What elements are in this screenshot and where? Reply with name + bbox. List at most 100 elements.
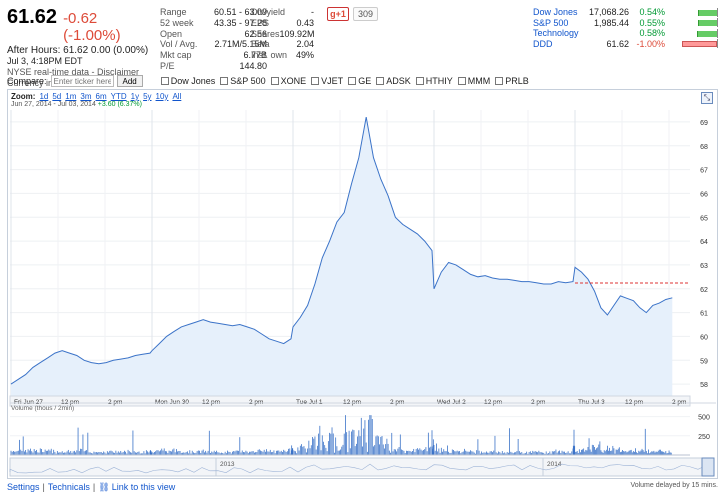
price-line[interactable]	[10, 117, 673, 385]
index-name[interactable]: S&P 500	[533, 17, 569, 28]
stat-key: Vol / Avg.	[160, 39, 198, 50]
expand-icon[interactable]: ⤡	[701, 92, 713, 104]
y-tick-label: 69	[700, 120, 708, 127]
quote-date: Jul 3, 4:18PM EDT	[7, 56, 83, 66]
stat-value: 49%	[295, 50, 314, 61]
settings-link[interactable]: Settings	[7, 482, 40, 492]
x-axis-band	[9, 395, 691, 407]
y-tick-label: 62	[700, 287, 708, 294]
stat-value: 2.71M/5.15M	[214, 39, 267, 50]
index-bar-fill	[696, 30, 717, 37]
compare-option[interactable]: Dow Jones	[160, 76, 216, 86]
compare-option-label: GE	[358, 76, 372, 86]
stat-row: Inst. own 49%	[251, 50, 314, 61]
compare-checkbox[interactable]	[495, 77, 504, 85]
last-price: 61.62	[7, 6, 58, 28]
index-change: -1.00%	[636, 38, 665, 49]
compare-checkbox[interactable]	[220, 77, 229, 85]
delay-note: Volume delayed by 15 mins.	[630, 482, 718, 489]
stat-row: P/E 144.80	[160, 61, 267, 72]
zoom-option-1d[interactable]: 1d	[39, 92, 49, 101]
zoom-option-1y[interactable]: 1y	[130, 92, 140, 101]
zoom-option-6m[interactable]: 6m	[95, 92, 107, 101]
zoom-option-5d[interactable]: 5d	[52, 92, 62, 101]
index-change: 0.55%	[639, 17, 665, 28]
index-row: S&P 500 1,985.44 0.55%	[533, 18, 718, 29]
stat-value: 2.04	[296, 39, 314, 50]
stat-row: Mkt cap 6.77B	[160, 50, 267, 61]
gplus-widget: g+1 309	[327, 7, 379, 21]
stat-key: Inst. own	[251, 50, 288, 61]
y-tick-label: 66	[700, 191, 708, 198]
stat-value: 60.51 - 63.09	[213, 7, 267, 17]
y-tick-label: 64	[700, 239, 708, 246]
stat-value: 109.92M	[279, 28, 315, 39]
compare-checkbox[interactable]	[415, 77, 424, 85]
stat-row: EPS 0.43	[251, 18, 314, 29]
index-change-bar	[667, 18, 718, 28]
navigator-line	[9, 463, 707, 474]
zoom-option-ytd[interactable]: YTD	[110, 92, 127, 101]
compare-option-label: XONE	[280, 76, 307, 86]
compare-checkbox[interactable]	[457, 77, 466, 85]
compare-list: Dow Jones S&P 500 XONE VJET GE ADSK HTHIY MMM PR…	[160, 76, 529, 86]
add-ticker-button[interactable]: Add	[116, 75, 143, 87]
technicals-link[interactable]: Technicals	[47, 482, 90, 492]
compare-option-label: Dow Jones	[170, 76, 216, 86]
zoom-option-10y[interactable]: 10y	[155, 92, 169, 101]
stat-value: 62.56	[244, 28, 267, 39]
index-name[interactable]: Dow Jones	[533, 7, 578, 17]
index-bar-fill	[698, 9, 717, 16]
y-tick-label: 65	[700, 215, 708, 222]
index-name[interactable]: DDD	[533, 38, 553, 49]
compare-option[interactable]: XONE	[270, 76, 307, 86]
compare-option[interactable]: VJET	[311, 76, 343, 86]
index-name[interactable]: Technology	[533, 28, 579, 38]
compare-label: Compare:	[7, 76, 47, 86]
zoom-option-1m[interactable]: 1m	[65, 92, 77, 101]
stat-value: 43.35 - 97.28	[213, 17, 267, 28]
link-to-view[interactable]: Link to this view	[111, 482, 176, 492]
zoom-option-all[interactable]: All	[172, 92, 182, 101]
compare-option[interactable]: GE	[348, 76, 371, 86]
compare-option[interactable]: S&P 500	[220, 76, 266, 86]
year-label: 2014	[547, 461, 562, 468]
year-label: 2013	[220, 461, 235, 468]
currency-label: Currency in USD	[7, 78, 75, 88]
index-row: DDD 61.62 -1.00%	[533, 39, 718, 50]
gplus-button[interactable]: g+1	[327, 7, 349, 21]
compare-checkbox[interactable]	[311, 77, 320, 85]
compare-option[interactable]: MMM	[457, 76, 490, 86]
chart-canvas[interactable]: 585960616263646566676869Fri Jun 2712 pm2…	[8, 90, 717, 478]
y-tick-label: 61	[700, 311, 708, 318]
volume-tick-label: 250	[698, 434, 710, 441]
footer-separator: |	[42, 482, 45, 492]
gplus-count: 309	[353, 7, 379, 21]
navigator-handle[interactable]	[701, 457, 715, 477]
compare-option[interactable]: HTHIY	[415, 76, 453, 86]
stat-value: -	[311, 7, 314, 17]
stat-key: Shares	[251, 28, 280, 39]
stat-row: Range 60.51 - 63.09	[160, 7, 267, 18]
compare-checkbox[interactable]	[348, 77, 357, 85]
stat-key: P/E	[160, 60, 175, 71]
compare-option[interactable]: PRLB	[495, 76, 529, 86]
stat-key: Range	[160, 7, 187, 17]
disclaimer-link[interactable]: NYSE real-time data - Disclaimer	[7, 67, 140, 77]
stats-column-1: Range 60.51 - 63.09 52 week 43.35 - 97.28 Op…	[160, 7, 267, 72]
compare-checkbox[interactable]	[376, 77, 385, 85]
ticker-input[interactable]	[50, 75, 114, 87]
range-dates: Jun 27, 2014 - Jul 03, 2014	[11, 101, 96, 108]
compare-checkbox[interactable]	[270, 77, 279, 85]
stat-row: Shares 109.92M	[251, 28, 315, 40]
stat-row: 52 week 43.35 - 97.28	[160, 18, 267, 29]
link-icon: ⛓	[98, 482, 110, 492]
compare-option[interactable]: ADSK	[376, 76, 411, 86]
index-change-bar	[667, 28, 718, 38]
zoom-option-3m[interactable]: 3m	[80, 92, 92, 101]
timeline-navigator[interactable]	[9, 457, 715, 477]
compare-checkbox[interactable]	[160, 77, 169, 85]
zoom-option-5y[interactable]: 5y	[143, 92, 152, 101]
compare-bar: Compare: Add Dow Jones S&P 500 XONE VJET GE A…	[7, 73, 718, 89]
stats-column-2: Div/yield - EPS 0.43 Shares 109.92M Beta 2.04 In…	[251, 7, 315, 61]
